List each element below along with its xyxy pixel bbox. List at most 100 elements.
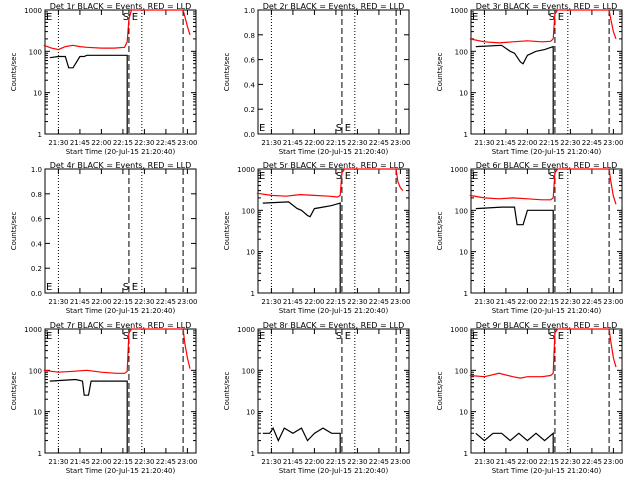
detector-panel-9: Det 9r BLACK = Events, RED = LLD 1 10 100 10… <box>436 321 623 475</box>
y-tick-label: 0.8 <box>244 32 255 40</box>
panel-title: Det 4r BLACK = Events, RED = LLD <box>50 161 192 170</box>
x-axis-label: Start Time (20-Jul-15 21:20:40) <box>66 467 176 475</box>
x-tick-label: 22:30 <box>560 298 580 306</box>
x-tick-label: 22:45 <box>156 139 176 147</box>
y-tick-label: 0.4 <box>244 81 256 89</box>
x-tick-label: 23:00 <box>390 298 410 306</box>
x-axis-label: Start Time (20-Jul-15 21:20:40) <box>66 307 176 315</box>
x-tick-label: 22:45 <box>369 139 389 147</box>
x-tick-label: 22:15 <box>326 139 346 147</box>
panel-title: Det 6r BLACK = Events, RED = LLD <box>476 161 618 170</box>
x-axis-label: Start Time (20-Jul-15 21:20:40) <box>279 307 389 315</box>
y-axis-label: Counts/sec <box>436 372 444 411</box>
x-tick-label: 21:30 <box>48 458 68 466</box>
y-tick-label: 10 <box>33 90 42 98</box>
end-marker-label: E <box>345 171 351 182</box>
start-marker-label: S <box>123 282 129 293</box>
x-tick-label: 21:45 <box>496 298 516 306</box>
y-axis-label: Counts/sec <box>10 212 18 251</box>
y-tick-label: 100 <box>455 48 468 56</box>
x-tick-label: 22:30 <box>560 139 580 147</box>
detector-panel-3: Det 3r BLACK = Events, RED = LLD 1 10 100 10… <box>436 2 623 156</box>
y-tick-label: 100 <box>455 367 468 375</box>
start-marker-label: S <box>549 171 555 182</box>
series-lld <box>43 328 191 374</box>
x-tick-label: 22:45 <box>369 458 389 466</box>
y-tick-label: 1 <box>38 131 42 139</box>
panel-title: Det 9r BLACK = Events, RED = LLD <box>476 321 618 330</box>
plot-frame <box>257 168 410 294</box>
end-marker-label: E <box>345 123 351 134</box>
x-tick-label: 22:00 <box>304 139 324 147</box>
x-tick-label: 22:15 <box>539 458 559 466</box>
y-tick-label: 1000 <box>24 7 42 15</box>
plot-frame <box>470 328 623 454</box>
y-tick-label: 1 <box>38 450 42 458</box>
y-tick-label: 100 <box>455 207 468 215</box>
y-tick-label: 1000 <box>450 166 468 174</box>
y-tick-label: 1 <box>251 290 255 298</box>
series-lld <box>256 168 404 198</box>
plot-frame <box>44 9 197 135</box>
x-tick-label: 22:30 <box>347 458 367 466</box>
series-events <box>475 432 554 453</box>
y-axis-label: Counts/sec <box>10 53 18 92</box>
x-tick-label: 22:45 <box>156 458 176 466</box>
y-tick-label: 0.0 <box>31 290 42 298</box>
y-tick-label: 0.2 <box>244 106 255 114</box>
end-marker-label: E <box>558 331 564 342</box>
x-tick-label: 21:45 <box>70 139 90 147</box>
x-tick-label: 22:30 <box>347 139 367 147</box>
y-tick-label: 1 <box>464 131 468 139</box>
y-tick-label: 100 <box>242 207 255 215</box>
x-tick-label: 21:45 <box>496 458 516 466</box>
series-lld <box>469 168 617 205</box>
detector-panel-1: Det 1r BLACK = Events, RED = LLD 1 10 100 10… <box>10 2 197 156</box>
end-marker-label: E <box>132 12 138 23</box>
panel-title: Det 3r BLACK = Events, RED = LLD <box>476 2 618 11</box>
plot-frame <box>44 168 197 294</box>
x-tick-label: 22:00 <box>91 139 111 147</box>
edge-marker-label: E <box>46 331 52 342</box>
x-tick-label: 21:45 <box>283 139 303 147</box>
x-tick-label: 23:00 <box>390 139 410 147</box>
x-tick-label: 21:30 <box>474 298 494 306</box>
y-axis-label: Counts/sec <box>436 212 444 251</box>
edge-marker-label: E <box>472 171 478 182</box>
x-tick-label: 22:45 <box>369 298 389 306</box>
x-tick-label: 21:30 <box>261 298 281 306</box>
x-tick-label: 22:45 <box>582 139 602 147</box>
plot-frame <box>257 328 410 454</box>
x-axis-label: Start Time (20-Jul-15 21:20:40) <box>492 148 602 156</box>
y-tick-label: 1000 <box>450 326 468 334</box>
y-tick-label: 10 <box>246 249 255 257</box>
x-tick-label: 22:00 <box>304 298 324 306</box>
series-events <box>262 426 341 453</box>
edge-marker-label: E <box>259 331 265 342</box>
detector-panel-4: Det 4r BLACK = Events, RED = LLD 1.0 0.8 0.… <box>10 161 197 315</box>
y-axis-label: Counts/sec <box>223 372 231 411</box>
x-tick-label: 22:15 <box>539 298 559 306</box>
x-tick-label: 22:30 <box>134 298 154 306</box>
x-tick-label: 23:00 <box>177 458 197 466</box>
x-tick-label: 22:15 <box>326 298 346 306</box>
end-marker-label: E <box>132 282 138 293</box>
x-tick-label: 21:45 <box>70 458 90 466</box>
x-tick-label: 21:45 <box>496 139 516 147</box>
x-tick-label: 21:30 <box>48 139 68 147</box>
x-tick-label: 21:30 <box>261 458 281 466</box>
panel-title: Det 8r BLACK = Events, RED = LLD <box>263 321 405 330</box>
end-marker-label: E <box>558 171 564 182</box>
y-tick-label: 0.6 <box>244 57 256 65</box>
y-tick-label: 1000 <box>24 326 42 334</box>
x-tick-label: 21:45 <box>70 298 90 306</box>
series-lld <box>469 9 617 44</box>
x-tick-label: 22:45 <box>156 298 176 306</box>
y-tick-label: 1.0 <box>244 7 255 15</box>
panel-title: Det 5r BLACK = Events, RED = LLD <box>263 161 405 170</box>
x-axis-label: Start Time (20-Jul-15 21:20:40) <box>492 307 602 315</box>
y-tick-label: 10 <box>459 249 468 257</box>
x-tick-label: 21:30 <box>261 139 281 147</box>
y-axis-label: Counts/sec <box>436 53 444 92</box>
